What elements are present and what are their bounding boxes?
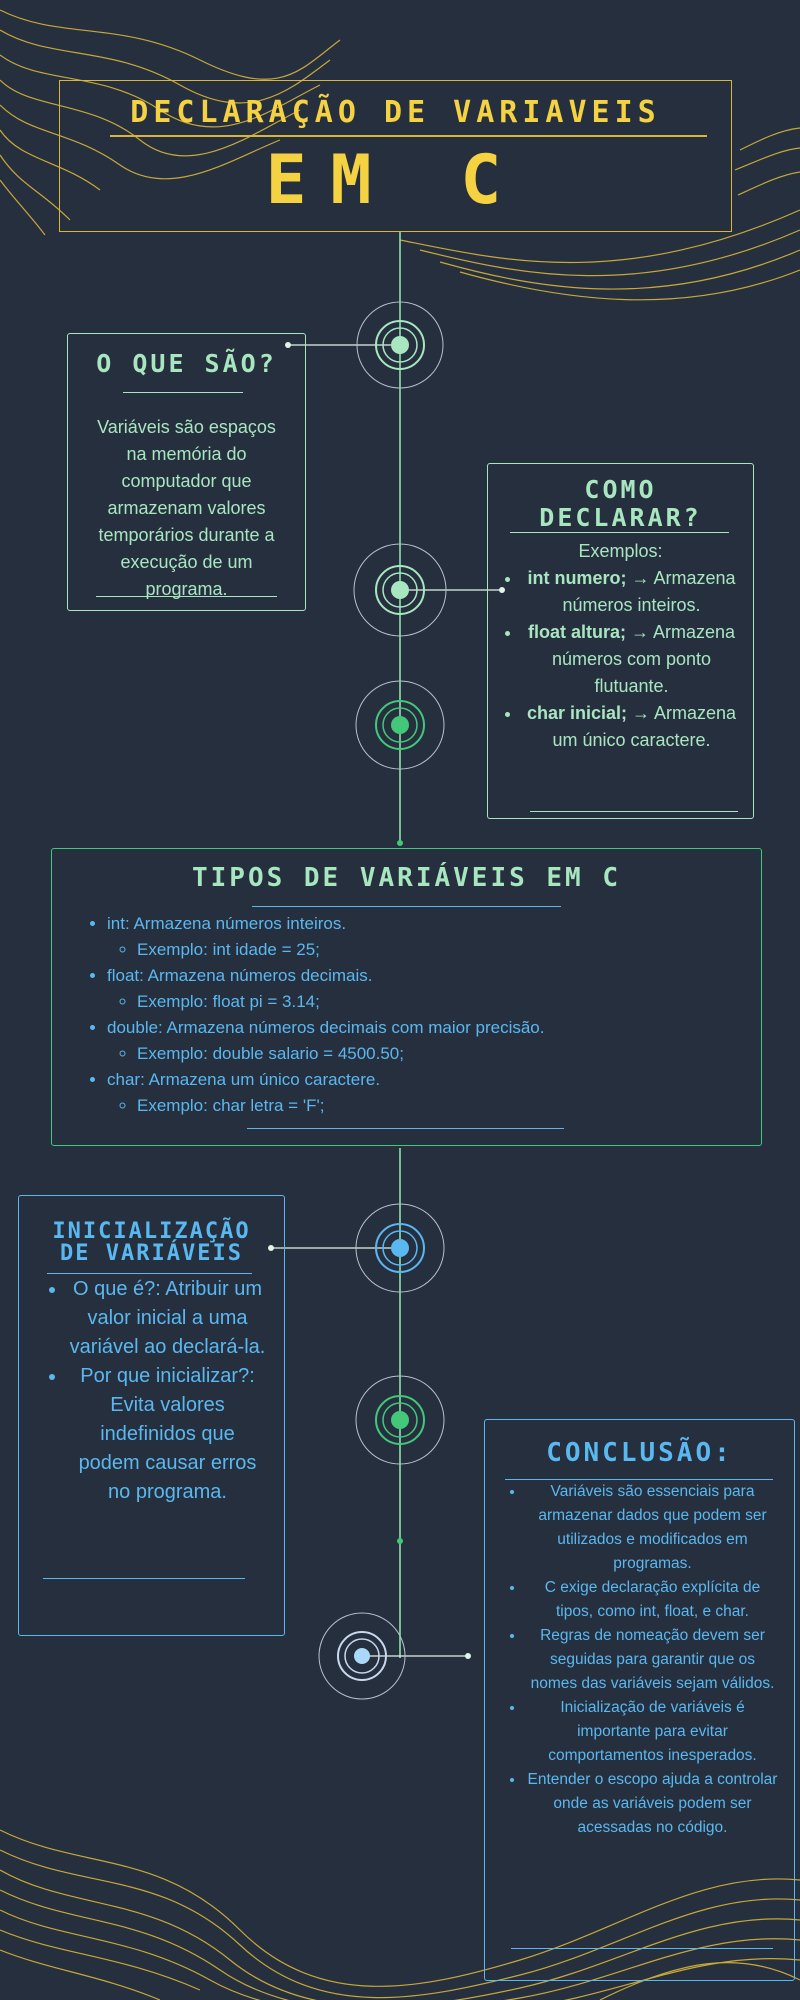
how-to-declare-card: COMO DECLARAR? Exemplos: int numero; → A… [487,463,754,819]
types-list: int: Armazena números inteiros. Exemplo:… [52,911,761,1119]
list-item: Entender o escopo ajuda a controlar onde… [525,1768,780,1840]
list-item: double: Armazena números decimais com ma… [107,1015,761,1067]
list-item: int: Armazena números inteiros. Exemplo:… [107,911,761,963]
timeline-node-5 [355,1375,445,1465]
timeline-node-2 [353,543,447,637]
list-item: char inicial; → Armazena um único caract… [522,700,741,754]
example-item: Exemplo: double salario = 4500.50; [137,1041,761,1067]
arrow-icon: → [631,568,650,588]
list-item: Por que inicializar?: Evita valores inde… [67,1362,268,1507]
list-item: Regras de nomeação devem ser seguidas pa… [525,1624,780,1696]
conclusion-list: Variáveis são essenciais para armazenar … [485,1480,794,1840]
page-title-line2: EM C [265,141,526,220]
list-item: float: Armazena números decimais. Exempl… [107,963,761,1015]
timeline-node-1 [356,301,444,389]
list-item: Inicialização de variáveis é importante … [525,1696,780,1768]
example-item: Exemplo: float pi = 3.14; [137,989,761,1015]
what-is-heading: O QUE SÃO? [96,349,277,378]
how-to-declare-heading-line1: COMO [584,475,657,504]
title-divider [110,135,707,137]
arrow-icon: → [630,622,649,642]
what-is-body: Variáveis são espaços na memória do comp… [97,417,276,599]
title-box: DECLARAÇÃO DE VARIAVEIS EM C [59,80,732,232]
timeline-node-6 [318,1612,406,1700]
list-item: O que é?: Atribuir um valor inicial a um… [67,1275,268,1362]
list-item: int numero; → Armazena números inteiros. [522,565,741,619]
code-sample: float altura; [527,622,626,642]
list-item: float altura; → Armazena números com pon… [522,619,741,700]
init-heading-line1: INICIALIZAÇÃO [52,1219,251,1244]
init-list: O que é?: Atribuir um valor inicial a um… [19,1275,284,1507]
example-item: Exemplo: char letra = 'F'; [137,1093,761,1119]
how-to-declare-intro: Exemplos: [578,541,663,561]
types-heading: TIPOS DE VARIÁVEIS EM C [191,863,622,893]
how-to-declare-list: int numero; → Armazena números inteiros.… [488,565,753,754]
item-description: Armazena um único caractere. [552,703,737,750]
what-is-card: O QUE SÃO? Variáveis são espaços na memó… [67,333,306,611]
conclusion-card: CONCLUSÃO: Variáveis são essenciais para… [484,1419,795,1981]
init-card: INICIALIZAÇÃO DE VARIÁVEIS O que é?: Atr… [18,1195,285,1636]
conclusion-heading: CONCLUSÃO: [546,1438,733,1468]
timeline-node-3 [355,680,445,770]
list-item: char: Armazena um único caractere. Exemp… [107,1067,761,1119]
list-item: C exige declaração explícita de tipos, c… [525,1576,780,1624]
timeline-node-4 [355,1203,445,1293]
list-item: Variáveis são essenciais para armazenar … [525,1480,780,1576]
init-heading-line2: DE VARIÁVEIS [60,1241,243,1266]
item-description: Armazena números inteiros. [562,568,736,615]
types-card: TIPOS DE VARIÁVEIS EM C int: Armazena nú… [51,848,762,1146]
arrow-icon: → [632,703,650,723]
code-sample: int numero; [527,568,627,588]
page-title-line1: DECLARAÇÃO DE VARIAVEIS [130,95,661,130]
how-to-declare-heading-line2: DECLARAR? [539,503,702,532]
example-item: Exemplo: int idade = 25; [137,937,761,963]
item-description: Armazena números com ponto flutuante. [551,622,736,696]
code-sample: char inicial; [526,703,627,723]
